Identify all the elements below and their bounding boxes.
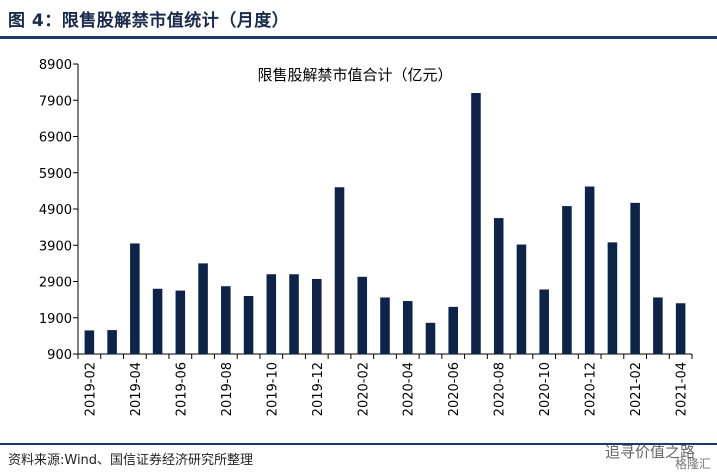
source-note: 资料来源:Wind、国信证券经济研究所整理 [8,453,254,468]
x-tick-label: 2019-08 [220,362,235,416]
bar-2020-03 [380,297,390,354]
x-tick-label: 2020-04 [402,362,417,416]
x-tick-label: 2020-08 [493,362,508,416]
bar-2019-09 [243,296,254,354]
bar-2020-11 [562,206,572,354]
x-tick-label: 2019-12 [311,362,326,416]
y-tick-label: 3900 [39,239,72,254]
bar-2019-07 [198,263,208,354]
y-tick-label: 4900 [39,203,72,218]
title-rule [0,36,717,39]
x-axis: 2019-02 2019-04 2019-06 2019-08 2019-10 2019-… [77,353,693,416]
bar-2020-05 [425,322,436,354]
bar-2020-09 [516,244,527,354]
x-tick-label: 2021-02 [629,362,644,416]
x-tick-label: 2019-02 [83,362,98,416]
bar-2019-10 [266,274,277,354]
bar-2020-04 [402,301,413,354]
bar-2021-02 [630,202,640,354]
watermark-text: 追寻价值之路 [604,443,695,461]
bar-chart: 限售股解禁市值合计（亿元） 900 1900 2900 3900 4900 5900 690… [39,58,693,416]
x-tick-label: 2020-02 [356,362,371,416]
chart-title: 限售股解禁市值合计（亿元） [257,66,452,84]
bar-2019-06 [175,290,186,354]
bar-2020-07 [471,93,481,354]
x-tick-label: 2020-12 [584,362,599,416]
figure-title: 图 4：限售股解禁市值统计（月度） [8,11,290,31]
bar-2021-04 [675,303,686,354]
bar-2020-06 [448,306,458,354]
x-tick-label: 2019-06 [174,362,189,416]
y-tick-label: 6900 [39,131,72,146]
bar-2019-08 [221,286,231,354]
x-tick-label: 2020-10 [538,362,553,416]
bar-2020-02 [357,276,368,354]
bar-2019-03 [107,330,117,354]
bar-2020-10 [539,289,549,354]
bar-2019-04 [130,243,140,354]
bar-2020-08 [493,218,504,354]
bar-2019-05 [152,288,163,354]
watermark-logo: 格隆汇 [674,457,711,471]
bar-2021-03 [653,297,663,354]
bar-2020-01 [334,187,345,354]
x-tick-label: 2019-04 [129,362,144,416]
x-tick-label: 2019-10 [265,362,280,416]
bottom-rule [0,443,717,445]
bar-series [84,93,686,354]
y-tick-label: 8900 [39,58,72,73]
x-tick-label: 2021-04 [675,362,690,416]
bar-2021-01 [607,242,618,354]
bar-2019-02 [84,330,95,354]
bar-2019-12 [312,278,322,354]
y-tick-label: 900 [47,348,72,363]
y-tick-label: 5900 [39,167,72,182]
y-tick-label: 2900 [39,276,72,291]
y-tick-label: 7900 [39,94,72,109]
y-axis: 900 1900 2900 3900 4900 5900 6900 7900 8900 [39,58,79,363]
y-tick-label: 1900 [39,312,72,327]
bar-2019-11 [289,274,299,354]
bar-2020-12 [584,186,595,354]
x-tick-label: 2020-06 [447,362,462,416]
